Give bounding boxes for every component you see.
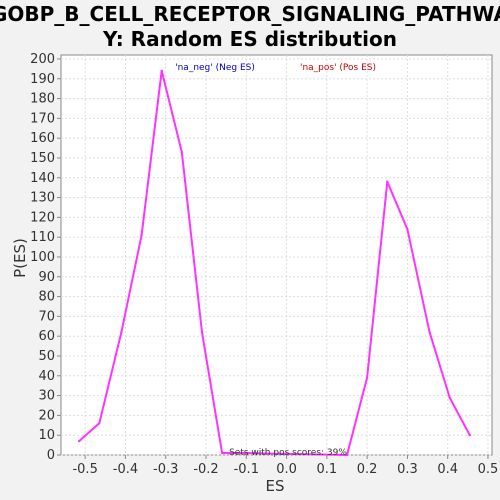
data-point [140, 233, 143, 237]
y-tick-label: 30 [38, 389, 55, 404]
y-tick-label: 120 [30, 210, 55, 225]
x-tick-label: 0.4 [437, 462, 458, 477]
axis-ticks: 0 10 20 30 40 50 60 70 80 90 100 110 120 130 140 150 160… [30, 52, 498, 477]
y-tick-label: 130 [30, 191, 55, 206]
legend-entry-pos: 'na_pos' (Pos ES) [300, 63, 376, 73]
y-tick-label: 160 [30, 131, 55, 146]
series-line [78, 69, 471, 456]
data-point [120, 331, 123, 334]
y-tick-label: 70 [38, 309, 55, 324]
x-tick-label: 0.5 [478, 462, 499, 477]
x-tick-label: -0.4 [113, 462, 138, 477]
y-tick-label: 170 [30, 111, 55, 126]
y-tick-label: 50 [38, 349, 55, 364]
y-tick-label: 90 [38, 270, 55, 285]
x-tick-label: 0.2 [357, 462, 378, 477]
x-tick-label: -0.2 [193, 462, 218, 477]
y-tick-label: 110 [30, 230, 55, 245]
y-tick-label: 0 [47, 448, 55, 463]
x-tick-label: -0.1 [234, 462, 259, 477]
data-point [468, 433, 472, 437]
data-point [98, 422, 101, 425]
y-tick-label: 60 [38, 329, 55, 344]
y-tick-label: 20 [38, 408, 55, 423]
y-tick-label: 80 [38, 290, 55, 305]
data-point [180, 150, 184, 154]
x-tick-label: -0.5 [72, 462, 97, 477]
x-tick-label: 0.1 [317, 462, 338, 477]
data-point [77, 439, 81, 443]
y-axis-label: P(ES) [11, 238, 29, 278]
y-tick-label: 180 [30, 92, 55, 107]
y-tick-label: 150 [30, 151, 55, 166]
y-tick-label: 40 [38, 369, 55, 384]
x-axis-label: ES [266, 477, 285, 495]
data-point [160, 69, 163, 73]
y-tick-label: 100 [30, 250, 55, 265]
y-tick-label: 200 [30, 52, 55, 67]
x-tick-label: 0.3 [397, 462, 418, 477]
data-point [406, 228, 409, 231]
data-point [200, 331, 204, 334]
series-layer [77, 69, 472, 457]
legend-entry-neg: 'na_neg' (Neg ES) [175, 63, 255, 73]
data-point [241, 451, 244, 455]
y-tick-label: 10 [38, 428, 55, 443]
y-tick-label: 140 [30, 171, 55, 186]
data-point [220, 451, 224, 455]
data-point [448, 396, 451, 399]
chart-title-line-1: GOBP_B_CELL_RECEPTOR_SIGNALING_PATHWA [0, 2, 500, 26]
data-point [386, 180, 389, 183]
chart-title-line-2: Y: Random ES distribution [102, 27, 397, 51]
data-point [428, 331, 431, 334]
y-tick-label: 190 [30, 72, 55, 87]
data-point [365, 376, 369, 379]
pos-scores-annotation: Sets with pos scores: 39% [229, 448, 347, 458]
plot-area [60, 54, 493, 456]
x-tick-label: 0.0 [276, 462, 297, 477]
data-point [345, 453, 349, 457]
x-tick-label: -0.3 [153, 462, 178, 477]
